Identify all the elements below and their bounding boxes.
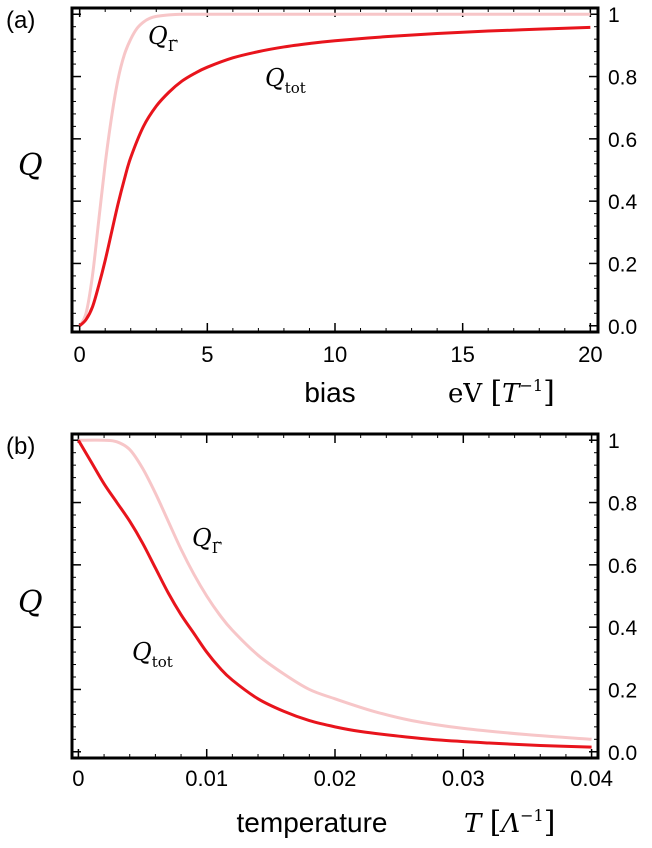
x-tick-label: 10 xyxy=(323,342,347,367)
y-tick-label: 0.2 xyxy=(608,679,637,702)
panel-label: (a) xyxy=(6,7,35,34)
series-line-tot xyxy=(78,25,591,327)
x-tick-label: 0 xyxy=(72,766,84,791)
series-line-tot xyxy=(77,439,592,749)
series-line-gamma xyxy=(78,438,592,741)
y-axis-label: Q xyxy=(18,585,43,620)
y-axis-label: Q xyxy=(18,148,43,183)
series-label-gamma: QΓ̃ xyxy=(148,22,178,55)
y-tick-label: 1 xyxy=(608,4,620,27)
y-tick-label: 0.6 xyxy=(608,555,637,578)
x-axis-unit: T [Λ−1] xyxy=(464,805,555,840)
x-tick-label: 20 xyxy=(578,342,602,367)
x-tick-label: 5 xyxy=(201,342,213,367)
y-tick-label: 0.0 xyxy=(608,316,637,339)
x-tick-label: 0.01 xyxy=(185,766,228,791)
x-axis-label: temperature xyxy=(237,807,388,838)
x-tick-label: 0.03 xyxy=(442,766,485,791)
chart-panel-b: 0 0.01 0.02 0.03 0.040.0 0.2 0.4 0.6 0.8 1 QΓ̃ Qtot… xyxy=(6,430,638,840)
panel-label: (b) xyxy=(6,433,35,460)
y-tick-label: 0.4 xyxy=(608,617,638,640)
plot-frame xyxy=(70,6,600,334)
x-tick-label: 0.04 xyxy=(570,766,613,791)
x-axis-label: bias xyxy=(304,377,355,408)
x-tick-label: 0.02 xyxy=(314,766,357,791)
y-tick-label: 0.8 xyxy=(608,67,637,90)
x-axis-unit: eV [T−1] xyxy=(448,375,555,410)
y-tick-label: 0.2 xyxy=(608,253,637,276)
y-tick-label: 0.8 xyxy=(608,493,637,516)
x-tick-label: 15 xyxy=(450,342,474,367)
series-line-gamma xyxy=(78,12,591,327)
series-label-gamma: QΓ̃ xyxy=(192,524,222,557)
series-label-tot: Qtot xyxy=(132,638,173,671)
y-tick-label: 0.6 xyxy=(608,129,637,152)
series-label-tot: Qtot xyxy=(265,64,306,97)
y-tick-label: 1 xyxy=(608,430,620,453)
y-tick-label: 0.0 xyxy=(608,742,637,765)
y-tick-label: 0.4 xyxy=(608,191,638,214)
x-tick-label: 0 xyxy=(74,342,86,367)
